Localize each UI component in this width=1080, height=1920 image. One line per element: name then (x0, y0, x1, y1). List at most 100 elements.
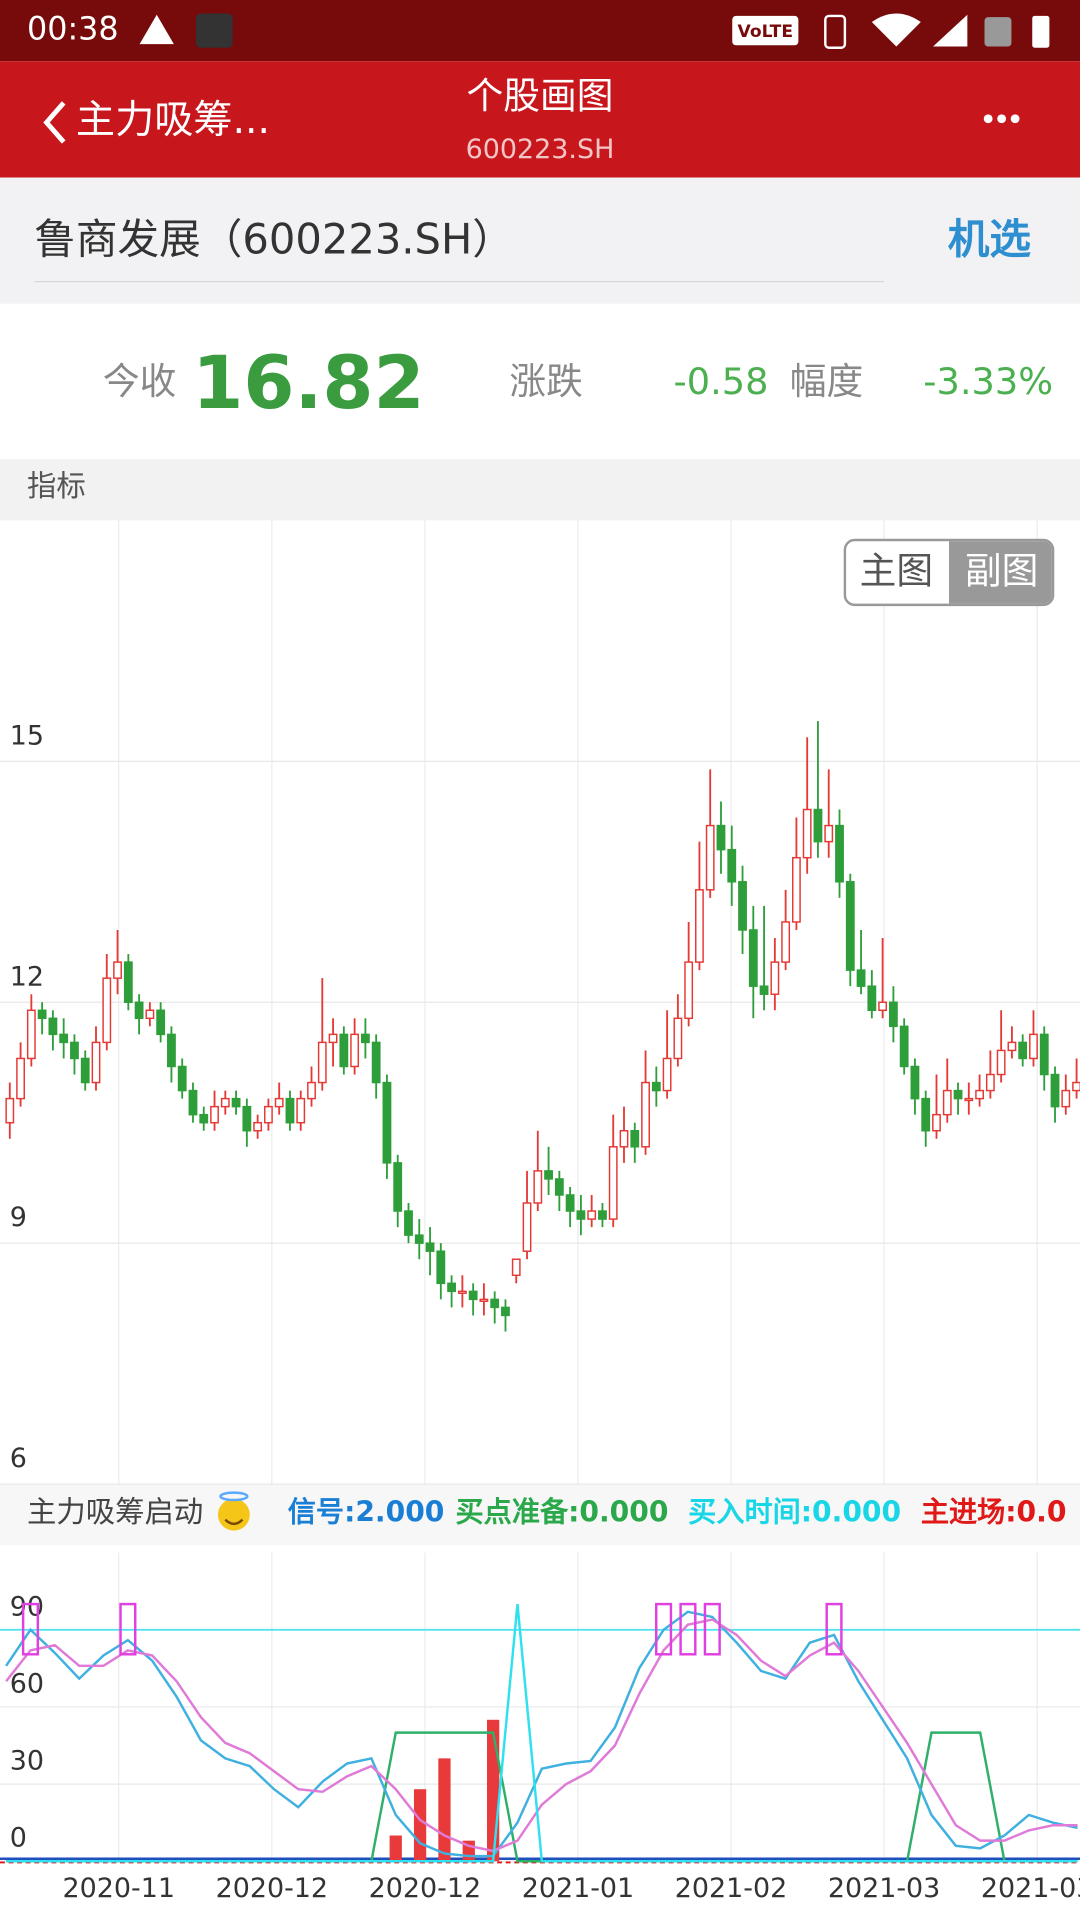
candle-body (48, 1017, 58, 1036)
candle-body (145, 1009, 155, 1020)
candle-body (156, 1009, 166, 1036)
x-tick-label: 2020-11 (63, 1873, 176, 1904)
candle-body (263, 1105, 273, 1124)
status-time: 00:38 (27, 10, 119, 48)
more-icon[interactable] (983, 114, 1020, 124)
toggle-active[interactable] (948, 541, 1052, 604)
stock-name: 鲁商发展（600223.SH） (34, 214, 514, 263)
back-label[interactable]: 主力吸筹... (76, 98, 270, 143)
candle-body (188, 1089, 198, 1116)
candle-body (975, 1089, 984, 1100)
legend-entry: 主进场:0.0 (921, 1495, 1067, 1528)
y-tick-label: 30 (10, 1746, 44, 1777)
candle-body (576, 1210, 586, 1220)
toggle[interactable]: 主图 副图 (843, 538, 1055, 607)
header-title: 个股画图 (467, 74, 614, 117)
candle-body (501, 1306, 510, 1317)
range-label: 幅度 (790, 360, 863, 403)
volte-badge (732, 15, 799, 46)
candle-body (748, 929, 758, 987)
candle-body (738, 881, 747, 931)
signal-box (119, 1602, 137, 1656)
candle-body (985, 1073, 995, 1092)
candle-body (59, 1033, 69, 1044)
candle-body (339, 1033, 349, 1068)
candle-body (554, 1178, 564, 1196)
pick-button[interactable]: 机选 (948, 214, 1032, 263)
toggle-main[interactable]: 主图 (860, 550, 933, 593)
candle-body (695, 889, 704, 963)
x-tick-label: 2021-02 (675, 1873, 788, 1904)
candle-body (404, 1210, 413, 1236)
candle-body (845, 881, 855, 971)
app-header (0, 61, 1080, 178)
x-tick-label: 2020-12 (216, 1873, 329, 1904)
toggle-sub[interactable]: 副图 (965, 550, 1038, 593)
y-tick-label: 0 (10, 1823, 27, 1854)
y-tick-label: 15 (10, 720, 44, 751)
indicator-bar (413, 1789, 427, 1862)
close-price: 16.82 (192, 341, 424, 426)
candle-body (1039, 1033, 1049, 1076)
candle-body (457, 1290, 467, 1294)
x-tick-label: 2021-03 (828, 1873, 941, 1904)
candle-body (350, 1033, 360, 1068)
legend-entry: 买入时间:0.000 (688, 1495, 901, 1528)
change-label: 涨跌 (509, 360, 582, 403)
candle-body (824, 824, 834, 843)
candle-body (1050, 1073, 1060, 1108)
marks: 信号:2.000 买点准备:0.000 买入时间:0.000 主进场:0.0 (0, 721, 1080, 1864)
section-label: 指标 (27, 469, 86, 503)
candle-body (684, 961, 694, 1020)
candle-body (533, 1170, 543, 1204)
candle-body (274, 1097, 284, 1108)
header-subtitle: 600223.SH (466, 134, 615, 165)
candle-body (490, 1298, 500, 1309)
x-tick-label: 2020-12 (369, 1873, 482, 1904)
indicator-line (6, 1603, 1078, 1863)
legend-band (0, 1484, 1080, 1546)
indicator-bar (389, 1835, 402, 1862)
candle-body (382, 1081, 392, 1164)
legend-entry: 买点准备:0.000 (456, 1495, 669, 1528)
indicator-bar (487, 1719, 500, 1862)
app-icon (195, 13, 233, 48)
candle-body (253, 1121, 263, 1132)
warning-icon (139, 14, 174, 45)
y-tick-label: 12 (10, 961, 44, 992)
back-icon[interactable] (43, 101, 66, 144)
vibrate-icon (824, 14, 847, 49)
candle-body (16, 1057, 25, 1100)
candle-body (511, 1258, 521, 1277)
signal-box (655, 1602, 673, 1656)
signal-box (703, 1602, 721, 1656)
signal-box (825, 1602, 843, 1656)
candle-body (1007, 1041, 1017, 1052)
range-value: -3.33% (923, 360, 1053, 403)
candle-body (113, 961, 122, 979)
candle-body (565, 1194, 575, 1212)
candle-body (867, 985, 877, 1012)
candle-body (37, 1009, 47, 1020)
candle-body (468, 1290, 478, 1301)
candle-body (80, 1057, 90, 1084)
candle-body (619, 1130, 629, 1148)
candle-body (436, 1250, 446, 1285)
candle-body (910, 1065, 920, 1100)
candle-body (598, 1210, 607, 1220)
candle-body (964, 1097, 974, 1102)
candle-body (942, 1089, 952, 1116)
candle-body (1072, 1081, 1080, 1092)
section-band (0, 459, 1080, 521)
change-value: -0.58 (673, 360, 768, 403)
sim-icon (984, 17, 1012, 47)
volte-text: VoLTE (738, 22, 794, 42)
y-tick-label: 60 (10, 1668, 44, 1699)
candle-body (802, 808, 812, 859)
candle-body (479, 1298, 489, 1302)
candle-body (781, 921, 791, 963)
grid: 6 9 12 15 2020-11 2020-12 2020-12 2021-01 2021-0… (0, 520, 1080, 1904)
candle-body (996, 1049, 1006, 1076)
candle-body (371, 1041, 381, 1084)
candle-body (307, 1081, 316, 1100)
